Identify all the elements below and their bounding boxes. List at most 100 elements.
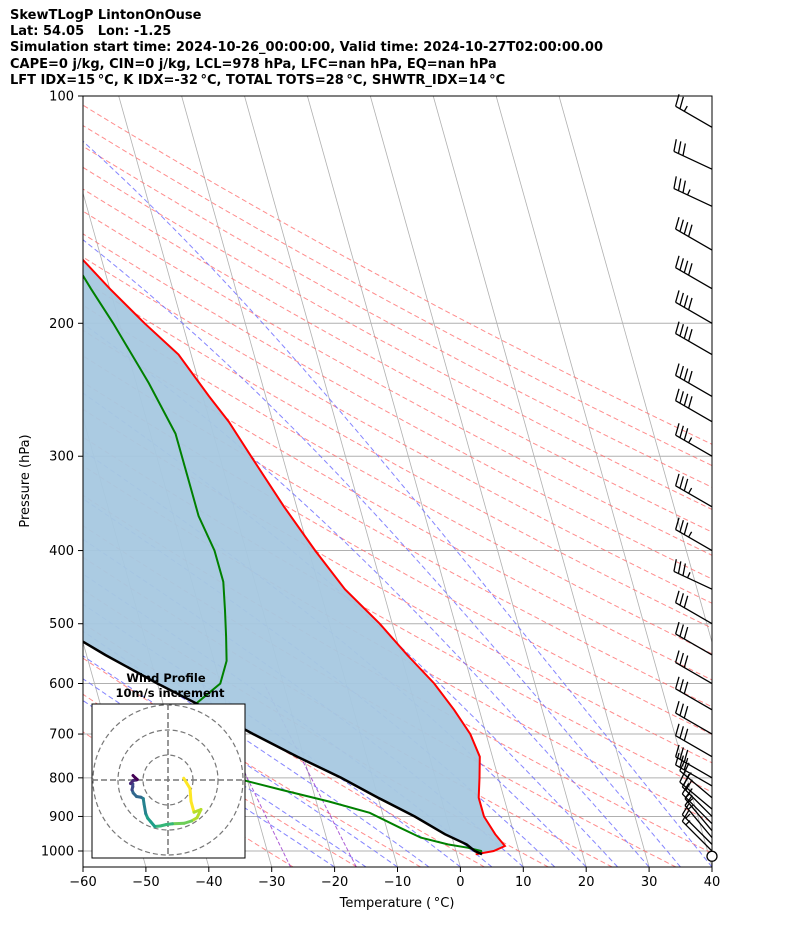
wind-barb-shaft bbox=[675, 661, 713, 685]
wind-barb-flag bbox=[677, 141, 682, 154]
location-line: Lat: 54.05 Lon: -1.25 bbox=[10, 24, 172, 40]
y-tick-label: 100 bbox=[49, 90, 74, 105]
wind-barb bbox=[675, 94, 713, 128]
time-line: Simulation start time: 2024-10-26_00:00:… bbox=[10, 40, 603, 56]
wind-barb-flag bbox=[675, 423, 680, 436]
y-tick-label: 700 bbox=[49, 728, 74, 743]
y-axis-label: Pressure (hPa) bbox=[18, 434, 33, 527]
wind-barb-shaft bbox=[673, 187, 713, 207]
wind-barb-shaft bbox=[681, 814, 713, 845]
wind-barb-flag bbox=[673, 559, 677, 572]
wind-barb-flag bbox=[679, 391, 684, 404]
y-tick-label: 200 bbox=[49, 317, 74, 332]
wind-barb-flag bbox=[679, 593, 684, 606]
isotherm-40 bbox=[495, 96, 712, 867]
wind-barb-flag bbox=[683, 681, 689, 694]
wind-barb-flag bbox=[675, 650, 680, 663]
hodograph-segment bbox=[182, 776, 192, 790]
dry-adiabat bbox=[83, 304, 712, 655]
x-tick-label: −40 bbox=[195, 875, 222, 890]
wind-barb-flag bbox=[675, 290, 680, 303]
wind-barb bbox=[675, 621, 713, 656]
wind-barb bbox=[675, 650, 713, 685]
wind-barb-flag bbox=[679, 365, 684, 379]
wind-barb-shaft bbox=[681, 786, 713, 817]
wind-barb-flag bbox=[675, 255, 680, 268]
wind-barb-half-flag bbox=[686, 572, 691, 579]
wind-barb-flag bbox=[679, 755, 684, 768]
wind-barb bbox=[675, 700, 713, 735]
wind-barb-flag bbox=[673, 176, 677, 189]
wind-barb-shaft bbox=[675, 764, 713, 787]
moist-adiabat bbox=[83, 630, 430, 867]
y-tick-label: 800 bbox=[49, 771, 74, 786]
wind-barb-flag bbox=[682, 563, 686, 576]
wind-barb-flag bbox=[679, 652, 684, 666]
wind-barb-half-flag bbox=[687, 798, 694, 803]
isotherm-20 bbox=[369, 96, 587, 867]
wind-barb-shaft bbox=[684, 798, 713, 832]
wind-barb-flag bbox=[683, 705, 689, 719]
moist-adiabat bbox=[83, 603, 461, 867]
moist-adiabat bbox=[83, 655, 398, 867]
wind-barb bbox=[681, 803, 713, 845]
wind-barb-flag bbox=[683, 749, 689, 763]
wind-barb-shaft bbox=[679, 781, 713, 810]
cin-shading bbox=[83, 259, 505, 855]
wind-barb-flag bbox=[683, 393, 689, 406]
wind-barb-flag bbox=[679, 292, 684, 305]
dry-adiabat bbox=[83, 355, 712, 708]
wind-barb-flag bbox=[675, 700, 680, 714]
wind-barb-flag bbox=[681, 783, 690, 795]
wind-barb-flag bbox=[679, 747, 684, 760]
wind-barb-flag bbox=[679, 425, 684, 438]
wind-barb-shaft bbox=[675, 301, 713, 324]
wind-barb-shaft bbox=[681, 820, 713, 852]
dry-adiabat bbox=[83, 188, 712, 533]
hodograph-segment bbox=[188, 787, 193, 803]
wind-barb-flag bbox=[679, 476, 684, 489]
wind-barb-flag bbox=[683, 428, 689, 441]
chart-header: SkewTLogP LintonOnOuse Lat: 54.05 Lon: -1… bbox=[10, 8, 603, 89]
wind-barb bbox=[673, 139, 713, 170]
inset-title: Wind Profile bbox=[126, 671, 206, 685]
wind-barb-flag bbox=[675, 723, 680, 736]
wind-barb-flag bbox=[683, 626, 689, 640]
wind-barb-shaft bbox=[684, 805, 713, 839]
wind-barb-flag bbox=[675, 388, 680, 401]
inset-subtitle: 10m/s increment bbox=[116, 686, 225, 700]
x-tick-label: 10 bbox=[515, 875, 532, 890]
isotherm-30 bbox=[432, 96, 650, 867]
temperature-line bbox=[83, 258, 507, 856]
wind-barb-shaft bbox=[675, 633, 713, 656]
wind-barb-shaft bbox=[679, 770, 713, 799]
wind-barb-flag bbox=[675, 94, 680, 107]
wind-barb-flag bbox=[679, 624, 684, 637]
isotherm-50 bbox=[558, 96, 712, 644]
wind-barb-shaft bbox=[675, 400, 713, 423]
wind-barb-shaft bbox=[675, 434, 713, 457]
y-tick-label: 500 bbox=[49, 617, 74, 632]
wind-barb-shaft bbox=[675, 712, 713, 735]
wind-barb-flag bbox=[679, 679, 684, 692]
wind-barb-flag bbox=[675, 744, 680, 758]
surface-calm-circle bbox=[706, 850, 718, 862]
x-tick-label: 0 bbox=[456, 875, 464, 890]
dry-adiabat bbox=[83, 233, 712, 580]
wind-barb bbox=[675, 290, 713, 324]
moist-adiabat bbox=[83, 678, 367, 867]
wind-barb bbox=[675, 752, 713, 787]
wind-barb-shaft bbox=[675, 756, 713, 779]
wind-barb-flag bbox=[681, 810, 690, 822]
wind-barb-flag bbox=[679, 96, 684, 109]
wind-barb-flag bbox=[687, 370, 693, 384]
wind-barb-flag bbox=[683, 295, 689, 308]
wind-barb-flag bbox=[679, 323, 684, 337]
wind-barb-flag bbox=[675, 676, 680, 689]
wind-barb-flag bbox=[679, 258, 684, 271]
wind-barb-flag bbox=[679, 703, 684, 716]
x-tick-label: −20 bbox=[321, 875, 348, 890]
moist-adiabat bbox=[83, 239, 681, 867]
x-tick-label: 40 bbox=[704, 875, 721, 890]
wind-barb-flag bbox=[681, 803, 690, 816]
